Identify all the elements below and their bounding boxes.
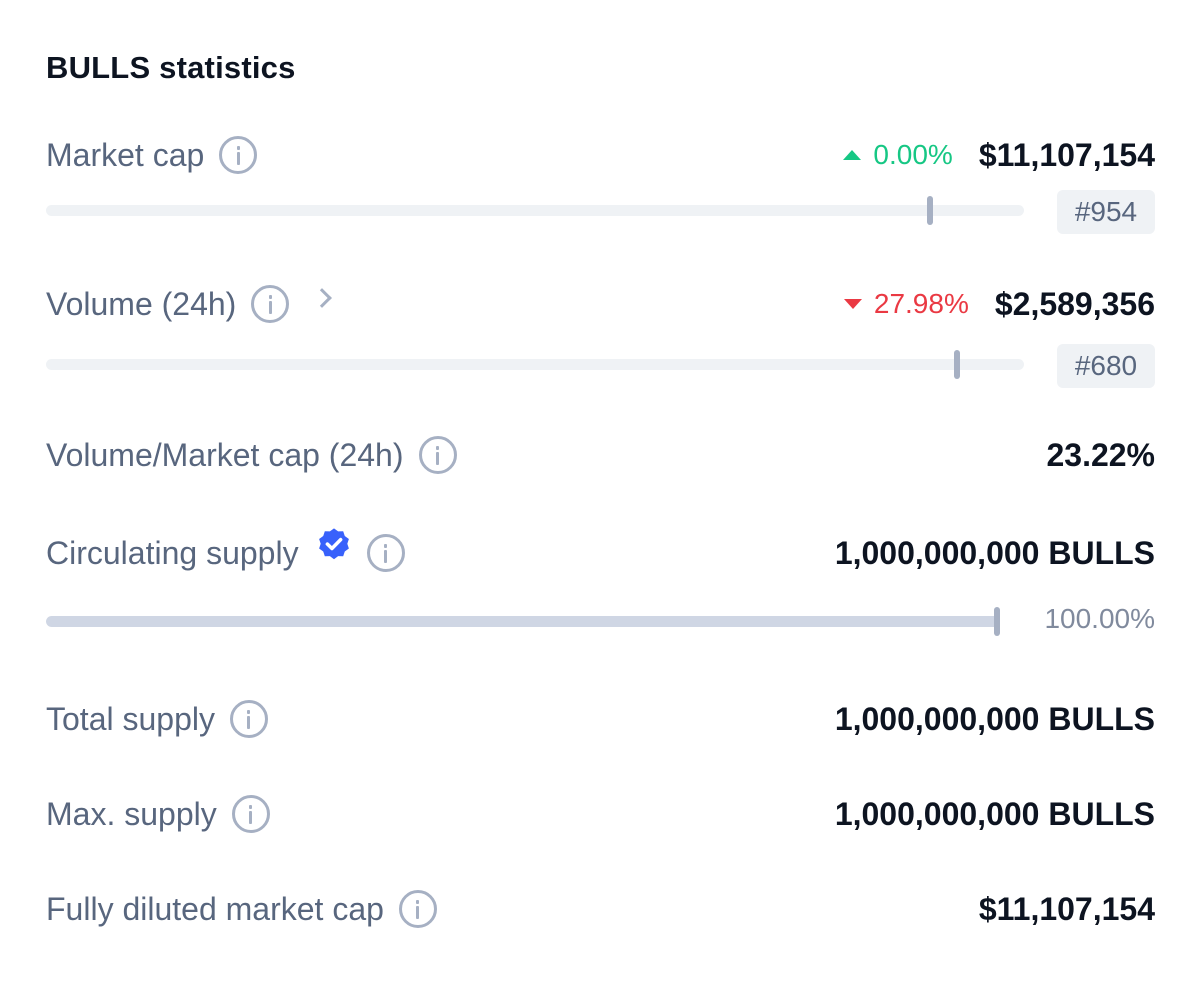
market-cap-row: Market cap 0.00% $11,107,154 [46, 136, 1155, 174]
volume-rank-bar: #680 [46, 344, 1155, 388]
volume-market-cap-label: Volume/Market cap (24h) [46, 436, 404, 473]
info-icon[interactable] [418, 436, 457, 474]
fully-diluted-row: Fully diluted market cap $11,107,154 [46, 890, 1155, 928]
max-supply-value: 1,000,000,000 BULLS [834, 795, 1155, 832]
volume-label: Volume (24h) [46, 285, 237, 322]
circulating-supply-row: Circulating supply 1,000,000,000 BULLS [46, 528, 1155, 572]
volume-market-cap-value: 23.22% [1046, 436, 1155, 473]
market-cap-rank-badge: #954 [1057, 190, 1155, 234]
caret-up-icon [843, 150, 862, 160]
volume-market-cap-row: Volume/Market cap (24h) 23.22% [46, 436, 1155, 474]
section-title: BULLS statistics [46, 50, 296, 85]
volume-change: 27.98% [843, 288, 969, 320]
info-icon[interactable] [219, 136, 258, 174]
circulating-supply-percent: 100.00% [1044, 603, 1155, 634]
market-cap-change: 0.00% [843, 139, 953, 171]
volume-change-value: 27.98% [873, 288, 969, 319]
info-icon[interactable] [398, 890, 437, 928]
verified-badge-icon [318, 528, 349, 560]
circulating-supply-marker [994, 607, 1000, 636]
circulating-supply-bar: 100.00% [46, 601, 1155, 641]
caret-down-icon [843, 299, 862, 309]
volume-value: $2,589,356 [994, 285, 1155, 322]
volume-row: Volume (24h) 27.98% $2,589,356 [46, 285, 1155, 323]
market-cap-value: $11,107,154 [978, 136, 1155, 173]
circulating-supply-fill [46, 616, 1000, 627]
max-supply-row: Max. supply 1,000,000,000 BULLS [46, 795, 1155, 833]
total-supply-label: Total supply [46, 700, 215, 737]
fully-diluted-value: $11,107,154 [978, 890, 1155, 927]
volume-rank-badge: #680 [1057, 344, 1155, 388]
market-cap-track [46, 205, 1024, 216]
volume-track [46, 359, 1024, 370]
market-cap-label: Market cap [46, 136, 205, 173]
market-cap-marker [927, 196, 934, 225]
info-icon[interactable] [231, 795, 270, 833]
info-icon[interactable] [229, 700, 268, 738]
fully-diluted-label: Fully diluted market cap [46, 890, 384, 927]
circulating-supply-track [46, 616, 1000, 627]
circulating-supply-value: 1,000,000,000 BULLS [834, 534, 1155, 571]
info-icon[interactable] [251, 285, 290, 323]
total-supply-value: 1,000,000,000 BULLS [834, 700, 1155, 737]
info-icon[interactable] [366, 534, 405, 572]
max-supply-label: Max. supply [46, 795, 217, 832]
circulating-supply-label: Circulating supply [46, 534, 299, 571]
total-supply-row: Total supply 1,000,000,000 BULLS [46, 700, 1155, 738]
market-cap-change-value: 0.00% [873, 139, 953, 170]
chevron-right-icon[interactable] [312, 288, 333, 308]
market-cap-rank-bar: #954 [46, 190, 1155, 234]
volume-marker [954, 350, 961, 379]
